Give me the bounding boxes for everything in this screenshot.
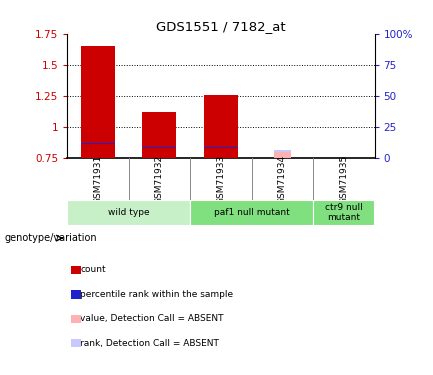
Bar (204, 96, 238, 159)
Text: count: count (80, 266, 106, 274)
Text: genotype/variation: genotype/variation (4, 233, 97, 243)
Bar (191, 200, 313, 225)
Text: GSM71932: GSM71932 (155, 155, 164, 204)
Text: percentile rank within the sample: percentile rank within the sample (80, 290, 233, 299)
Text: GSM71935: GSM71935 (339, 154, 348, 204)
Text: ctr9 null
mutant: ctr9 null mutant (325, 203, 363, 222)
Bar (142, 112, 176, 159)
Text: value, Detection Call = ABSENT: value, Detection Call = ABSENT (80, 314, 223, 323)
Text: GSM71934: GSM71934 (278, 155, 287, 204)
Text: paf1 null mutant: paf1 null mutant (214, 208, 289, 217)
Bar (81, 142, 115, 144)
Bar (68, 200, 190, 225)
Bar (204, 147, 238, 148)
Text: GSM71933: GSM71933 (216, 154, 225, 204)
Title: GDS1551 / 7182_at: GDS1551 / 7182_at (156, 20, 286, 33)
Bar (81, 46, 115, 159)
Text: wild type: wild type (108, 208, 149, 217)
Text: GSM71931: GSM71931 (94, 154, 102, 204)
Bar (142, 147, 176, 148)
Bar (274, 150, 291, 152)
Text: rank, Detection Call = ABSENT: rank, Detection Call = ABSENT (80, 339, 219, 348)
Bar (274, 152, 291, 159)
Bar (313, 200, 374, 225)
